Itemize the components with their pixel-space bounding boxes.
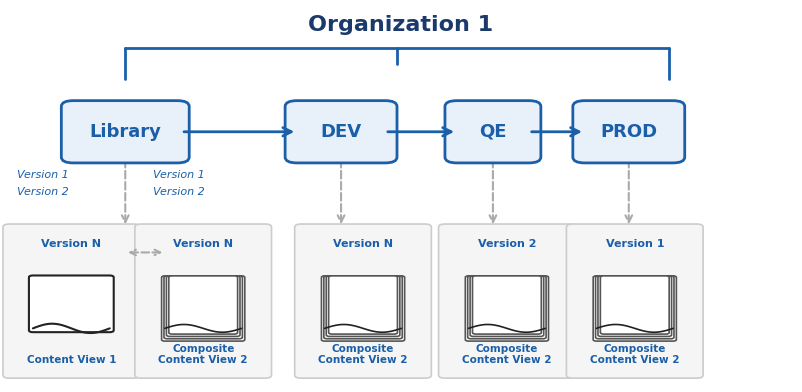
Text: Composite
Content View 2: Composite Content View 2 [462,344,552,365]
Text: Organization 1: Organization 1 [309,15,493,35]
FancyBboxPatch shape [445,101,541,163]
Text: Content View 1: Content View 1 [26,355,116,365]
FancyBboxPatch shape [439,224,575,378]
FancyBboxPatch shape [164,276,242,339]
Text: Library: Library [89,123,161,141]
Text: Version 1: Version 1 [153,170,205,180]
FancyBboxPatch shape [598,276,671,336]
FancyBboxPatch shape [566,224,703,378]
Text: Version 2: Version 2 [478,239,537,249]
Text: Composite
Content View 2: Composite Content View 2 [159,344,248,365]
FancyBboxPatch shape [324,276,403,339]
FancyBboxPatch shape [468,276,546,339]
Text: Composite
Content View 2: Composite Content View 2 [590,344,679,365]
Text: Version N: Version N [333,239,393,249]
Text: DEV: DEV [321,123,362,141]
FancyBboxPatch shape [135,224,272,378]
FancyBboxPatch shape [596,276,674,339]
Text: PROD: PROD [600,123,658,141]
FancyBboxPatch shape [29,276,114,332]
FancyBboxPatch shape [470,276,544,336]
FancyBboxPatch shape [601,276,669,334]
FancyBboxPatch shape [286,101,397,163]
Text: Version N: Version N [173,239,233,249]
FancyBboxPatch shape [573,101,685,163]
FancyBboxPatch shape [465,276,549,341]
FancyBboxPatch shape [3,224,140,378]
Text: Version 2: Version 2 [153,187,205,197]
FancyBboxPatch shape [61,101,189,163]
FancyBboxPatch shape [322,276,405,341]
FancyBboxPatch shape [294,224,431,378]
FancyBboxPatch shape [472,276,541,334]
Text: Version 2: Version 2 [18,187,69,197]
FancyBboxPatch shape [329,276,398,334]
FancyBboxPatch shape [166,276,240,336]
Text: Version 1: Version 1 [18,170,69,180]
FancyBboxPatch shape [326,276,400,336]
Text: QE: QE [479,123,507,141]
Text: Composite
Content View 2: Composite Content View 2 [318,344,407,365]
Text: Version N: Version N [42,239,101,249]
FancyBboxPatch shape [593,276,676,341]
FancyBboxPatch shape [168,276,237,334]
FancyBboxPatch shape [161,276,245,341]
Text: Version 1: Version 1 [606,239,664,249]
